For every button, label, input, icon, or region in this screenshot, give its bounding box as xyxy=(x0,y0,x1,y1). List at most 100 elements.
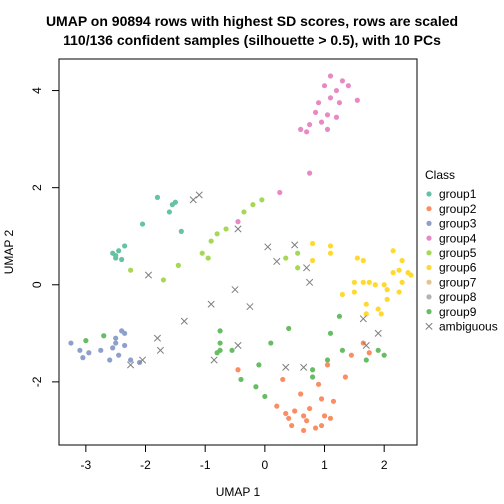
point-group4 xyxy=(336,100,343,106)
point-group5 xyxy=(259,197,265,203)
point-ambiguous xyxy=(210,356,218,364)
point-group2 xyxy=(342,374,348,380)
legend-marker-group1 xyxy=(426,191,432,197)
point-group1 xyxy=(139,221,146,227)
point-group2 xyxy=(324,362,331,368)
point-group2 xyxy=(307,405,313,412)
point-group5 xyxy=(208,238,214,244)
point-group6 xyxy=(396,267,402,273)
legend-label-group2: group2 xyxy=(439,202,477,216)
series-group9-extra xyxy=(83,313,387,400)
point-group4 xyxy=(312,109,319,116)
legend-marker-group2 xyxy=(426,206,432,212)
point-group4 xyxy=(277,189,283,196)
point-ambiguous xyxy=(127,361,135,369)
chart-title: UMAP on 90894 rows with highest SD score… xyxy=(46,13,458,29)
point-group9 xyxy=(83,338,89,344)
x-tick-label: 2 xyxy=(381,458,388,472)
point-group3 xyxy=(68,340,74,346)
series-group3 xyxy=(68,328,143,366)
point-group2 xyxy=(327,415,334,421)
point-group6 xyxy=(378,311,384,317)
point-group2 xyxy=(366,350,372,356)
point-group6 xyxy=(327,243,334,249)
point-group6 xyxy=(375,306,381,312)
legend-marker-group9 xyxy=(426,309,432,315)
point-group4 xyxy=(318,119,325,125)
point-group2 xyxy=(235,367,241,373)
point-group4 xyxy=(333,87,340,94)
point-group9 xyxy=(217,328,223,334)
point-ambiguous xyxy=(234,341,242,350)
legend-marker-group3 xyxy=(426,220,432,226)
x-tick-label: -3 xyxy=(81,458,92,472)
point-group2 xyxy=(348,352,354,358)
legend-label-group7: group7 xyxy=(439,275,477,289)
point-group3 xyxy=(77,347,83,353)
data-points xyxy=(68,73,414,434)
point-ambiguous xyxy=(156,346,164,354)
point-group6 xyxy=(384,287,390,293)
point-group3 xyxy=(113,335,119,341)
point-group5 xyxy=(205,255,211,261)
point-group6 xyxy=(360,279,366,285)
point-ambiguous xyxy=(207,300,215,308)
legend-label-group6: group6 xyxy=(439,261,477,275)
point-group6 xyxy=(354,255,360,261)
point-ambiguous xyxy=(153,334,162,342)
legend-marker-group8 xyxy=(426,294,432,300)
legend-label-group4: group4 xyxy=(439,231,477,245)
point-group1 xyxy=(172,199,178,205)
point-group9 xyxy=(101,333,107,339)
series-group2 xyxy=(235,340,372,434)
point-group4 xyxy=(324,112,331,118)
point-group9 xyxy=(217,347,223,353)
point-group1 xyxy=(119,256,125,263)
point-ambiguous xyxy=(291,241,299,249)
point-group9 xyxy=(309,367,316,373)
point-group9 xyxy=(262,393,268,400)
point-group1 xyxy=(166,209,172,215)
point-group9 xyxy=(217,340,223,346)
point-ambiguous xyxy=(246,303,254,311)
y-tick-label: 2 xyxy=(30,184,44,191)
point-group4 xyxy=(307,121,313,128)
point-group4 xyxy=(324,126,331,133)
point-group9 xyxy=(324,357,331,363)
legend: Class group1group2group3group4group5grou… xyxy=(425,168,498,334)
point-group9 xyxy=(286,325,292,332)
point-group3 xyxy=(80,355,86,361)
point-group2 xyxy=(312,425,319,431)
point-group5 xyxy=(250,202,256,208)
legend-label-ambiguous: ambiguous xyxy=(439,320,498,334)
point-group9 xyxy=(381,352,387,358)
point-ambiguous xyxy=(234,225,242,233)
legend-marker-group6 xyxy=(426,264,432,271)
point-group6 xyxy=(363,311,369,317)
point-group6 xyxy=(327,250,334,256)
legend-label-group9: group9 xyxy=(439,305,477,319)
point-group2 xyxy=(280,376,286,383)
point-group3 xyxy=(86,350,92,356)
point-group6 xyxy=(390,270,396,276)
point-group5 xyxy=(295,265,301,271)
point-group5 xyxy=(223,226,229,232)
axis-ticks: -3 -2 -1 0 1 2 -2 0 2 4 xyxy=(30,87,388,472)
point-group6 xyxy=(366,279,372,285)
point-group3 xyxy=(119,328,125,334)
point-group3 xyxy=(98,347,104,353)
point-group4 xyxy=(327,95,334,101)
plot-frame xyxy=(58,58,418,446)
point-group4 xyxy=(298,126,304,133)
point-group6 xyxy=(351,279,357,285)
point-ambiguous xyxy=(195,191,203,199)
point-group1 xyxy=(154,194,161,200)
x-tick-label: 1 xyxy=(321,458,328,472)
chart-subtitle: 110/136 confident samples (silhouette > … xyxy=(63,32,441,48)
point-group6 xyxy=(339,291,346,298)
point-group4 xyxy=(339,78,346,84)
point-group2 xyxy=(318,422,325,429)
point-group4 xyxy=(333,114,340,120)
legend-marker-ambiguous xyxy=(425,322,433,330)
